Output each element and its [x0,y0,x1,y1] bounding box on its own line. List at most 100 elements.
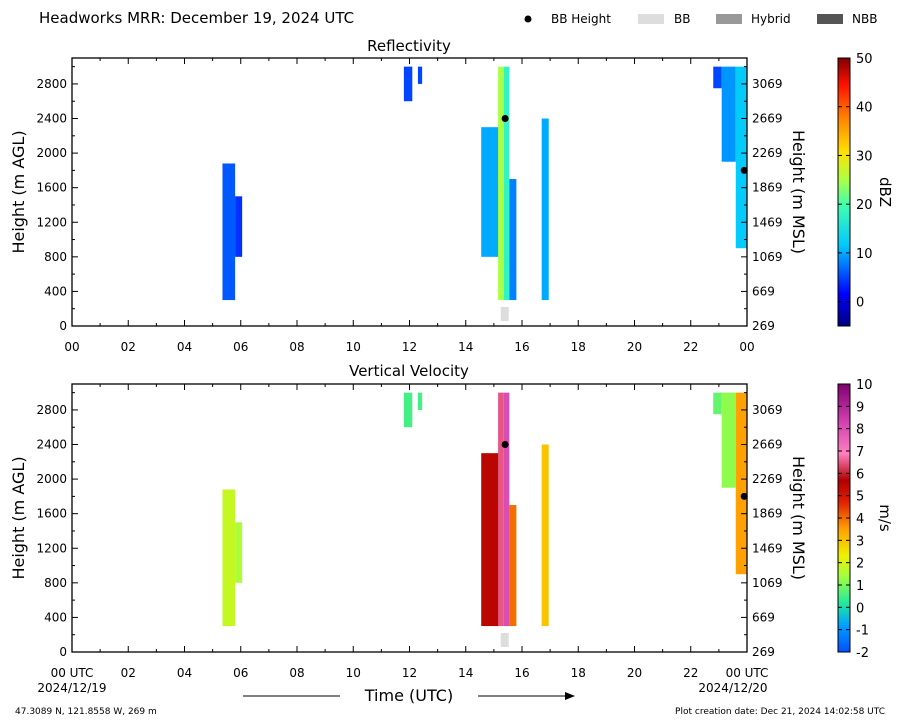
velocity-x-tick-label: 00 UTC [726,666,769,680]
reflectivity-colorbar-tick-label: 10 [856,247,873,262]
velocity-x-tick-label: 06 [233,666,248,680]
reflectivity-echo-column [417,66,423,84]
velocity-echo-column [541,444,549,627]
velocity-echo-column [403,392,413,428]
velocity-x-tick-label: 22 [683,666,698,680]
date-end-label: 2024/12/20 [698,681,767,695]
reflectivity-x-tick-label: 22 [683,340,698,354]
legend-bb-swatch [638,14,664,24]
legend-nbb-label: NBB [852,12,877,26]
time-arrow-head [565,692,575,700]
velocity-y-tick-label-right: 269 [752,645,775,659]
velocity-y-tick-label: 400 [44,610,67,624]
reflectivity-marks-layer [500,115,748,321]
reflectivity-colorbar-tick-label: 0 [856,296,864,311]
reflectivity-bb-height-point [501,115,509,123]
velocity-colorbar-tick-label: 6 [856,467,864,482]
reflectivity-echo-column [541,118,549,301]
reflectivity-y-tick-label-right: 669 [752,284,775,298]
velocity-x-tick-label: 12 [402,666,417,680]
date-start-label: 2024/12/19 [37,681,106,695]
velocity-colorbar-tick-label: -1 [856,624,869,639]
velocity-y-tick-label: 2400 [36,438,67,452]
reflectivity-bb-marker [500,307,509,321]
reflectivity-x-tick-label: 16 [514,340,529,354]
reflectivity-title: Reflectivity [367,37,451,55]
velocity-y-tick-label: 2800 [36,403,67,417]
reflectivity-y-tick-label: 2800 [36,77,67,91]
velocity-y-tick-label: 800 [44,576,67,590]
reflectivity-echo-column [713,66,722,89]
velocity-x-tick-label: 02 [121,666,136,680]
velocity-x-tick-label: 18 [571,666,586,680]
reflectivity-x-tick-label: 10 [346,340,361,354]
legend-bb-height-dot [524,15,532,23]
velocity-x-tick-label: 16 [514,666,529,680]
reflectivity-colorbar-tick-label: 20 [856,198,873,213]
velocity-title: Vertical Velocity [349,362,469,380]
velocity-y-tick-label-right: 669 [752,610,775,624]
velocity-bb-marker [500,633,509,647]
velocity-marks-layer [500,441,748,647]
velocity-colorbar-tick-label: 10 [856,378,873,393]
reflectivity-echo-column [403,66,413,102]
reflectivity-colorbar-tick-label: 30 [856,149,873,164]
reflectivity-y-tick-label: 2400 [36,112,67,126]
reflectivity-y-tick-label-right: 1469 [752,215,783,229]
reflectivity-y-tick-label: 1600 [36,181,67,195]
reflectivity-y-tick-label-right: 2269 [752,146,783,160]
velocity-colorbar-tick-label: 1 [856,579,864,594]
creation-date-text: Plot creation date: Dec 21, 2024 14:02:5… [675,707,885,717]
reflectivity-echo-column [735,66,747,249]
velocity-colorbar-tick-label: 2 [856,557,864,572]
reflectivity-echo-column [721,66,736,162]
reflectivity-y-tick-label-right: 3069 [752,77,783,91]
reflectivity-x-tick-label: 20 [627,340,642,354]
location-text: 47.3089 N, 121.8558 W, 269 m [15,707,157,717]
velocity-y-tick-label-right: 2669 [752,438,783,452]
velocity-echo-column [735,392,747,575]
velocity-colorbar-tick-label: 0 [856,601,864,616]
legend-bb-label: BB [674,12,690,26]
velocity-echo-layer [222,392,747,627]
velocity-y-tick-label-right: 3069 [752,403,783,417]
velocity-y-tick-label: 1200 [36,541,67,555]
velocity-colorbar-tick-label: 8 [856,423,864,438]
velocity-colorbar-ticks: -2 -1 0 1 2 3 4 5 6 7 8 9 10 [838,378,873,661]
reflectivity-echo-column [222,163,236,301]
legend-nbb-swatch [817,14,843,24]
reflectivity-x-tick-label: 12 [402,340,417,354]
velocity-y-tick-label-right: 2269 [752,472,783,486]
velocity-colorbar-tick-label: 9 [856,400,864,415]
reflectivity-ylabel-right: Height (m MSL) [789,130,808,254]
velocity-echo-column [721,392,736,488]
velocity-echo-column [417,392,423,410]
reflectivity-y-tick-label: 2000 [36,146,67,160]
reflectivity-x-tick-label: 06 [233,340,248,354]
reflectivity-x-tick-label: 02 [121,340,136,354]
header-legend: BB Height BB Hybrid NBB [524,12,877,26]
legend-hybrid-label: Hybrid [751,12,791,26]
reflectivity-x-tick-label: 04 [177,340,192,354]
reflectivity-colorbar-tick-label: 50 [856,52,873,67]
figure-title: Headworks MRR: December 19, 2024 UTC [39,9,354,27]
reflectivity-y-tick-label: 400 [44,284,67,298]
reflectivity-y-tick-label-right: 2669 [752,112,783,126]
reflectivity-x-tick-label: 08 [289,340,304,354]
velocity-colorbar-tick-label: 7 [856,445,864,460]
velocity-bb-height-point [501,441,509,449]
reflectivity-colorbar-tick-label: 40 [856,101,873,116]
velocity-echo-column [503,392,510,627]
velocity-ylabel-right: Height (m MSL) [789,456,808,580]
velocity-x-tick-label: 08 [289,666,304,680]
velocity-y-tick-label-right: 1069 [752,576,783,590]
reflectivity-echo-column [509,179,517,301]
velocity-y-tick-label-right: 1869 [752,507,783,521]
reflectivity-x-tick-label: 00 [739,340,754,354]
velocity-x-tick-label: 20 [627,666,642,680]
reflectivity-x-tick-label: 14 [458,340,473,354]
velocity-echo-column [481,453,500,627]
reflectivity-x-tick-label: 18 [571,340,586,354]
velocity-x-tick-label: 10 [346,666,361,680]
